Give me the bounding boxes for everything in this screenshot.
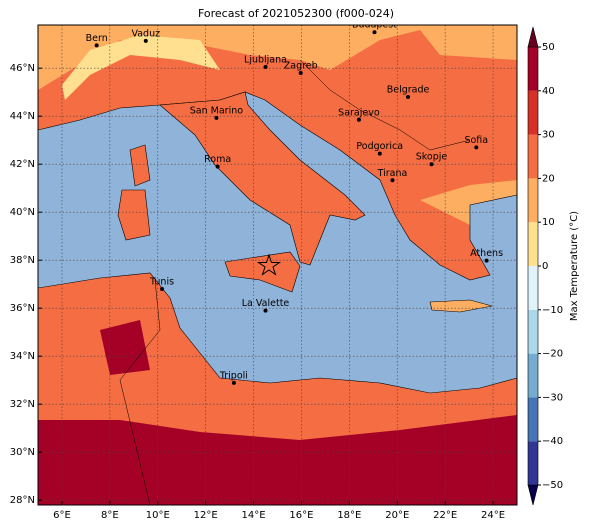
sardinia <box>117 189 151 241</box>
y-tick-label: 30°N <box>10 447 35 458</box>
city-label: San Marino <box>190 105 243 116</box>
y-tick-label: 42°N <box>10 159 35 170</box>
border <box>299 59 471 151</box>
y-tick-label: 36°N <box>10 303 35 314</box>
city-dot <box>143 38 148 43</box>
city-label: Ljubljana <box>244 55 287 66</box>
city-dot <box>406 95 411 99</box>
alps-cool <box>62 35 220 100</box>
city-dot <box>484 258 489 263</box>
city-label: Tunis <box>149 277 174 288</box>
colorbar-band <box>528 178 538 223</box>
city-dot <box>214 115 219 120</box>
colorbar-band <box>528 309 538 354</box>
x-tick-label: 12°E <box>194 510 218 521</box>
y-tick-label: 28°N <box>10 495 35 506</box>
city-dot <box>231 380 236 385</box>
colorbar-tick-label: −10 <box>542 305 563 316</box>
hot-inland <box>100 320 150 375</box>
colorbar-tick-label: −20 <box>542 349 563 360</box>
y-tick-label: 46°N <box>10 63 35 74</box>
y-tick-label: 44°N <box>10 111 35 122</box>
city-label: Bern <box>86 33 108 44</box>
city-dot <box>298 71 303 75</box>
colorbar-band <box>528 222 538 266</box>
cbar-extend-top <box>527 26 539 48</box>
x-tick-label: 16°E <box>289 510 313 521</box>
city-label: Vaduz <box>131 28 160 39</box>
colorbar-band <box>528 353 538 398</box>
colorbar-tick-label: 40 <box>542 86 555 97</box>
colorbar-tick-label: −40 <box>542 436 563 447</box>
colorbar-band <box>528 397 538 442</box>
city-label: Sofia <box>464 135 488 146</box>
colorbar-label: Max Temperature (°C) <box>569 211 580 321</box>
y-tick-label: 38°N <box>10 255 35 266</box>
sicily <box>224 251 301 293</box>
colorbar-tick-label: −50 <box>542 480 563 491</box>
colorbar-tick-label: 50 <box>542 42 555 53</box>
city-dot <box>372 30 377 35</box>
colorbar-tick-label: 10 <box>542 217 555 228</box>
y-tick-label: 32°N <box>10 399 35 410</box>
city-dot <box>215 164 220 169</box>
x-tick-label: 18°E <box>337 510 361 521</box>
x-tick-label: 24°E <box>481 510 505 521</box>
colorbar-tick-label: 0 <box>542 261 548 272</box>
x-tick-label: 6°E <box>53 510 71 521</box>
city-dot <box>263 65 268 69</box>
x-tick-label: 20°E <box>385 510 409 521</box>
city-dot <box>160 287 165 291</box>
map-frame <box>37 24 518 506</box>
city-label: Roma <box>204 154 231 165</box>
city-label: Tripoli <box>219 370 248 381</box>
city-dot <box>263 308 268 313</box>
x-tick-label: 10°E <box>146 510 170 521</box>
city-label: Belgrade <box>387 85 430 96</box>
city-dot <box>377 151 382 156</box>
city-label: Budapest <box>352 20 397 31</box>
city-dot <box>94 43 99 48</box>
colorbar-tick-label: 20 <box>542 173 555 184</box>
city-dot <box>429 162 434 167</box>
city-dot <box>356 117 361 122</box>
star-marker <box>256 253 282 276</box>
city-label: Tirana <box>377 168 408 179</box>
crete <box>429 299 493 313</box>
colorbar-band <box>528 47 538 91</box>
city-dot <box>474 145 479 150</box>
map-title: Forecast of 2021052300 (f000-024) <box>198 7 394 20</box>
hot-south <box>38 415 517 505</box>
city-label: Sarajevo <box>338 107 380 118</box>
y-tick-label: 40°N <box>10 207 35 218</box>
x-tick-label: 8°E <box>101 510 119 521</box>
y-tick-label: 34°N <box>10 351 35 362</box>
city-label: Skopje <box>416 152 448 163</box>
city-label: Athens <box>470 248 503 259</box>
x-tick-label: 22°E <box>433 510 457 521</box>
colorbar-band <box>528 134 538 179</box>
cbar-extend-bottom <box>527 484 539 506</box>
colorbar-band <box>528 90 538 135</box>
corsica <box>129 144 151 187</box>
city-label: Podgorica <box>356 141 403 152</box>
city-label: La Valette <box>242 298 290 309</box>
colorbar-band <box>528 266 538 310</box>
city-dot <box>390 178 395 183</box>
colorbar-band <box>528 441 538 485</box>
colorbar-tick-label: −30 <box>542 392 563 403</box>
city-label: Zagreb <box>284 61 318 72</box>
x-tick-label: 14°E <box>242 510 266 521</box>
colorbar-tick-label: 30 <box>542 130 555 141</box>
italy <box>159 91 366 266</box>
